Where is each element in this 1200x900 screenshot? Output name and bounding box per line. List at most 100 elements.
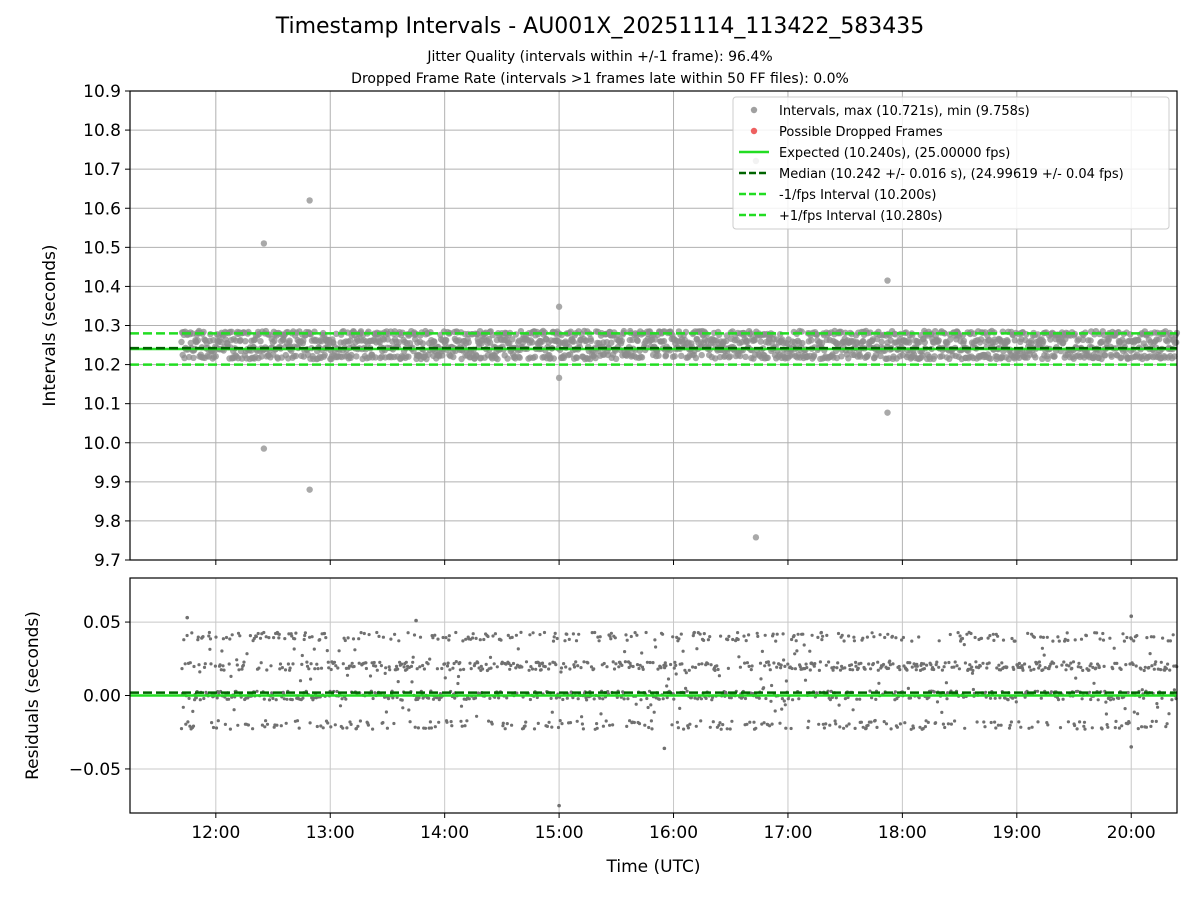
residual-point (366, 723, 370, 727)
residual-point (822, 726, 827, 730)
residual-point (1101, 638, 1106, 642)
residual-point (748, 720, 752, 724)
residual-point (717, 674, 722, 678)
residual-point (452, 661, 456, 666)
interval-point (947, 336, 954, 343)
residual-point (640, 651, 644, 655)
residual-point (1037, 660, 1041, 664)
residual-point (215, 696, 219, 700)
residual-point (568, 721, 573, 725)
residual-point (358, 719, 362, 723)
residual-point (929, 663, 933, 667)
residual-point (1132, 710, 1136, 714)
residual-point (322, 631, 327, 636)
interval-point (808, 337, 815, 344)
residual-point (1064, 668, 1068, 672)
residual-point (730, 719, 734, 723)
residual-point (943, 661, 947, 665)
residual-point (635, 633, 639, 637)
residual-point (639, 698, 643, 702)
residual-point (577, 632, 581, 636)
residual-point (473, 696, 478, 700)
residual-point (497, 696, 501, 700)
residual-point (300, 653, 304, 658)
interval-point (592, 354, 599, 362)
interval-point (372, 354, 379, 361)
y-tick-label: 10.7 (83, 160, 121, 180)
residual-point (256, 631, 260, 636)
residual-point (770, 722, 774, 726)
residual-point (924, 719, 928, 723)
residual-point (622, 697, 626, 701)
residual-point (632, 720, 637, 725)
residual-point (974, 660, 978, 664)
residual-point (1001, 638, 1006, 642)
residual-point (666, 677, 671, 681)
residual-point (305, 664, 310, 668)
residual-point (445, 664, 450, 668)
residual-point (997, 663, 1001, 667)
residual-point (1057, 639, 1061, 643)
residual-point (428, 657, 432, 661)
residual-point (1042, 653, 1046, 657)
residual-point (344, 697, 348, 701)
residual-point (595, 726, 599, 730)
residual-point (1020, 664, 1024, 668)
residual-point (574, 639, 579, 643)
y-tick-label: −0.05 (69, 760, 121, 780)
residual-point (537, 661, 541, 665)
residual-point (421, 696, 425, 700)
residual-point (427, 696, 431, 700)
residual-point (708, 725, 712, 729)
residual-outlier-point (185, 615, 190, 620)
legend-box (732, 96, 1170, 230)
x-tick-label: 14:00 (420, 823, 469, 843)
residual-point (267, 698, 272, 702)
residual-point (572, 665, 577, 669)
residual-point (599, 712, 603, 716)
residual-point (1129, 637, 1133, 641)
residual-point (550, 710, 554, 714)
residual-point (699, 697, 704, 701)
residual-point (227, 662, 231, 666)
residual-point (674, 663, 678, 668)
residual-point (277, 636, 281, 640)
residual-point (647, 725, 651, 730)
residual-point (953, 719, 957, 723)
x-tick-label: 12:00 (191, 823, 240, 843)
residual-point (473, 662, 477, 666)
residual-point (849, 663, 854, 667)
residual-point (1159, 668, 1163, 672)
residual-point (435, 696, 439, 700)
y-tick-label: 10.1 (83, 395, 121, 415)
residual-point (293, 637, 297, 641)
residual-point (820, 638, 824, 642)
residual-point (568, 667, 572, 671)
residual-point (745, 722, 749, 726)
residual-point (232, 708, 236, 712)
residual-point (637, 666, 641, 671)
residual-point (943, 725, 947, 730)
residual-point (294, 631, 298, 635)
residual-point (859, 720, 864, 724)
residual-point (853, 726, 857, 731)
residual-point (413, 725, 417, 729)
residual-point (969, 631, 973, 636)
x-tick-label: 16:00 (649, 823, 698, 843)
residual-point (1095, 631, 1099, 635)
residual-point (763, 664, 767, 668)
residual-point (935, 660, 939, 664)
interval-point (857, 353, 864, 360)
residual-point (704, 696, 708, 701)
residual-point (503, 727, 507, 731)
residual-point (729, 696, 733, 700)
interval-point (838, 353, 845, 360)
residual-point (286, 662, 290, 666)
residual-point (463, 724, 467, 728)
residual-point (524, 720, 528, 724)
residual-point (652, 710, 656, 714)
residual-point (433, 633, 437, 637)
residual-point (700, 662, 704, 666)
interval-point (178, 338, 185, 346)
residual-point (1045, 635, 1049, 639)
